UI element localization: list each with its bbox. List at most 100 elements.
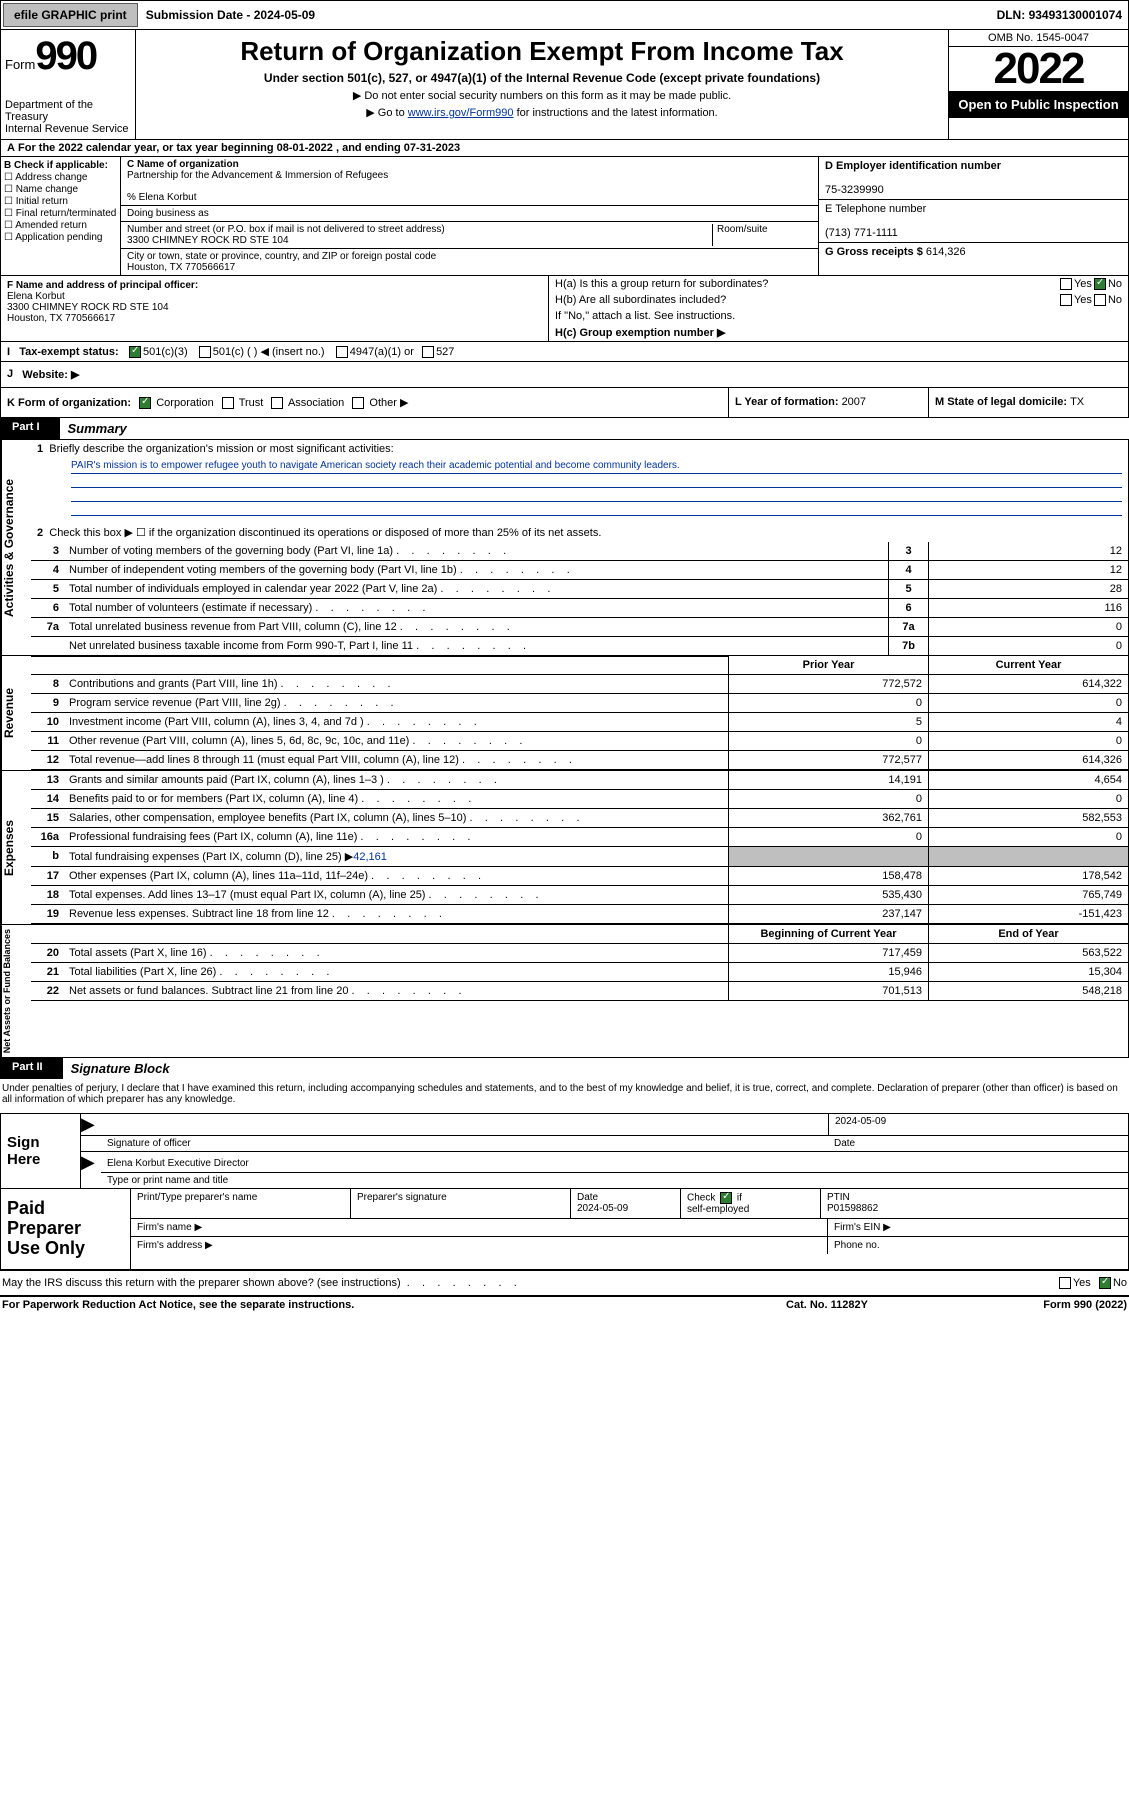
firm-name-label: Firm's name ▶ [131,1219,828,1236]
part-i-header: Part I Summary [0,418,1129,439]
revenue-row: 9Program service revenue (Part VIII, lin… [31,694,1128,713]
preparer-sig-label: Preparer's signature [351,1189,571,1218]
sign-here-label: Sign Here [1,1114,81,1188]
check-address-change[interactable]: ☐ Address change [4,172,117,183]
discuss-row: May the IRS discuss this return with the… [0,1270,1129,1295]
cat-number: Cat. No. 11282Y [727,1299,927,1311]
ptin-label: PTIN [827,1192,850,1203]
website-row: J Website: ▶ [0,362,1129,388]
section-c: C Name of organizationPartnership for th… [121,157,818,275]
mission-text: PAIR's mission is to empower refugee you… [71,460,1122,474]
self-emp-checkbox[interactable] [720,1192,732,1204]
self-employed-check: Check ifself-employed [681,1189,821,1218]
tax-status-row: I Tax-exempt status: 501(c)(3) 501(c) ( … [0,342,1129,362]
discuss-yes-checkbox[interactable] [1059,1277,1071,1289]
check-name-change[interactable]: ☐ Name change [4,184,117,195]
check-application-pending[interactable]: ☐ Application pending [4,232,117,243]
discuss-no-checkbox[interactable] [1099,1277,1111,1289]
prep-date-label: Date [577,1192,598,1203]
firm-ein-label: Firm's EIN ▶ [828,1219,1128,1236]
org-info-block: B Check if applicable: ☐ Address change … [0,157,1129,276]
governance-section: Activities & Governance 1 Briefly descri… [0,439,1129,656]
netassets-row: 20Total assets (Part X, line 16)717,4595… [31,944,1128,963]
expense-row: 16aProfessional fundraising fees (Part I… [31,828,1128,847]
expense-row: 15Salaries, other compensation, employee… [31,809,1128,828]
check-initial-return[interactable]: ☐ Initial return [4,196,117,207]
h-b-note: If "No," attach a list. See instructions… [555,310,1122,322]
period-row: A For the 2022 calendar year, or tax yea… [0,140,1129,157]
form-number: 990 [35,34,96,79]
expense-row: 18Total expenses. Add lines 13–17 (must … [31,886,1128,905]
ha-yes-checkbox[interactable] [1060,278,1072,290]
sig-date-label: Date [828,1136,1128,1151]
officer-name-title: Elena Korbut Executive Director [107,1158,249,1169]
netassets-tab: Net Assets or Fund Balances [1,925,31,1057]
firm-addr-label: Firm's address ▶ [131,1237,828,1254]
expense-row: 13Grants and similar amounts paid (Part … [31,771,1128,790]
h-c-label: H(c) Group exemption number ▶ [555,327,725,339]
dba-label: Doing business as [127,208,209,219]
501c-checkbox[interactable] [199,346,211,358]
paperwork-notice: For Paperwork Reduction Act Notice, see … [2,1299,727,1311]
header-right: OMB No. 1545-0047 2022 Open to Public In… [948,30,1128,139]
efile-button[interactable]: efile GRAPHIC print [3,3,138,27]
inspection-notice: Open to Public Inspection [949,91,1128,118]
section-h: H(a) Is this a group return for subordin… [548,276,1128,341]
street-address: 3300 CHIMNEY ROCK RD STE 104 [127,235,289,246]
summary-row: 6Total number of volunteers (estimate if… [31,599,1128,618]
expenses-section: Expenses 13Grants and similar amounts pa… [0,771,1129,925]
expenses-tab: Expenses [1,771,31,924]
sig-date-value: 2024-05-09 [828,1114,1128,1135]
trust-checkbox[interactable] [222,397,234,409]
summary-row: 7aTotal unrelated business revenue from … [31,618,1128,637]
corp-checkbox[interactable] [139,397,151,409]
section-b: B Check if applicable: ☐ Address change … [1,157,121,275]
527-checkbox[interactable] [422,346,434,358]
org-name: Partnership for the Advancement & Immers… [127,170,388,181]
governance-tab: Activities & Governance [1,440,31,655]
hb-no-checkbox[interactable] [1094,294,1106,306]
org-name-label: C Name of organization [127,159,239,170]
section-fh: F Name and address of principal officer:… [0,276,1129,342]
form-label: Form [5,57,35,72]
section-l: L Year of formation: 2007 [728,388,928,417]
check-amended-return[interactable]: ☐ Amended return [4,220,117,231]
expense-row: 14Benefits paid to or for members (Part … [31,790,1128,809]
4947-checkbox[interactable] [336,346,348,358]
line-16b: bTotal fundraising expenses (Part IX, co… [31,847,1128,867]
rev-col-header: Prior YearCurrent Year [31,656,1128,675]
preparer-name-label: Print/Type preparer's name [131,1189,351,1218]
phone-value: (713) 771-1111 [825,227,898,239]
section-f: F Name and address of principal officer:… [1,276,548,341]
gross-receipts-label: G Gross receipts $ [825,246,926,258]
expense-row: 19Revenue less expenses. Subtract line 1… [31,905,1128,924]
officer-name: Elena Korbut [7,291,65,302]
na-col-header: Beginning of Current YearEnd of Year [31,925,1128,944]
q1-text: Briefly describe the organization's miss… [49,443,393,455]
boy-hdr: Beginning of Current Year [728,925,928,943]
header-left: Form990 Department of the TreasuryIntern… [1,30,136,139]
form-title: Return of Organization Exempt From Incom… [146,36,938,67]
form-subtitle: Under section 501(c), 527, or 4947(a)(1)… [146,71,938,85]
eoy-hdr: End of Year [928,925,1128,943]
website-label: Website: ▶ [22,368,79,381]
officer-addr1: 3300 CHIMNEY ROCK RD STE 104 [7,302,169,313]
ha-no-checkbox[interactable] [1094,278,1106,290]
h-b-label: H(b) Are all subordinates included? [555,294,1058,306]
paid-preparer-block: PaidPreparerUse Only Print/Type preparer… [0,1189,1129,1269]
other-checkbox[interactable] [352,397,364,409]
prep-date-value: 2024-05-09 [577,1203,628,1214]
assoc-checkbox[interactable] [271,397,283,409]
check-final-return[interactable]: ☐ Final return/terminated [4,208,117,219]
section-de: D Employer identification number75-32399… [818,157,1128,275]
sign-here-block: Sign Here ▶2024-05-09 Signature of offic… [0,1113,1129,1189]
current-year-hdr: Current Year [928,656,1128,674]
irs-link[interactable]: www.irs.gov/Form990 [408,107,514,119]
type-name-label: Type or print name and title [101,1172,1128,1188]
form-footer: Form 990 (2022) [927,1299,1127,1311]
501c3-checkbox[interactable] [129,346,141,358]
summary-row: 3Number of voting members of the governi… [31,542,1128,561]
summary-row: 5Total number of individuals employed in… [31,580,1128,599]
city-state-zip: Houston, TX 770566617 [127,262,235,273]
hb-yes-checkbox[interactable] [1060,294,1072,306]
